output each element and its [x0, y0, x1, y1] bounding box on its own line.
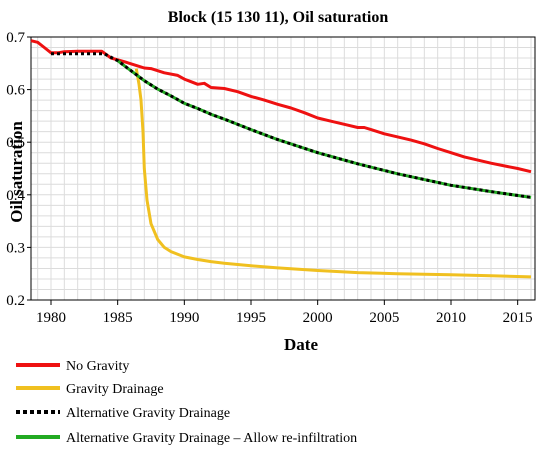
x-tick-label: 2015	[503, 310, 533, 326]
plot-border	[30, 36, 536, 301]
legend-label: No Gravity	[66, 359, 129, 374]
series-line-1	[30, 39, 532, 174]
series-line-4	[116, 59, 532, 199]
series-layer	[30, 39, 532, 279]
x-tick-label: 1990	[169, 310, 199, 326]
x-tick-label: 1980	[36, 310, 66, 326]
axis-ticks: 1980 1985 1990 1995 2000 2005 2010 2015 0.2 0.3 0.…	[6, 30, 532, 326]
plot-frame	[30, 36, 536, 301]
y-tick-label: 0.7	[6, 30, 25, 46]
grid	[31, 36, 535, 301]
chart-title: Block (15 130 11), Oil saturation	[168, 9, 389, 26]
x-tick-label: 2010	[436, 310, 466, 326]
x-axis-label: Date	[284, 335, 318, 354]
legend-label: Gravity Drainage	[66, 382, 164, 397]
x-tick-label: 2000	[303, 310, 333, 326]
y-tick-label: 0.3	[6, 240, 25, 256]
y-tick-label: 0.2	[6, 293, 25, 309]
x-tick-label: 1985	[103, 310, 133, 326]
y-tick-label: 0.4	[6, 188, 25, 204]
legend: No Gravity Gravity Drainage Alternative Gr…	[16, 359, 357, 446]
x-tick-label: 2005	[369, 310, 399, 326]
y-axis-label: Oil saturation	[7, 121, 26, 223]
y-tick-label: 0.6	[6, 83, 25, 99]
legend-label: Alternative Gravity Drainage	[66, 406, 230, 421]
series-line-2	[134, 68, 532, 279]
y-tick-label: 0.5	[6, 135, 25, 151]
legend-label: Alternative Gravity Drainage – Allow re-…	[66, 431, 357, 446]
x-tick-label: 1995	[236, 310, 266, 326]
